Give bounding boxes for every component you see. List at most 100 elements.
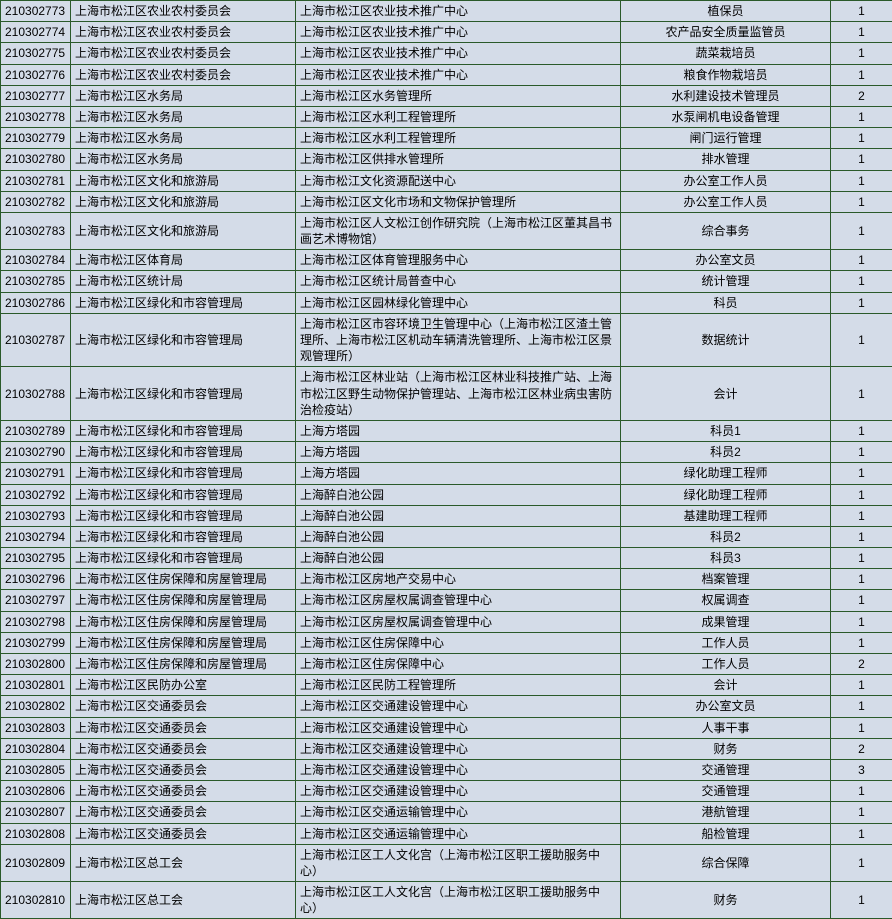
cell-id: 210302793: [1, 505, 71, 526]
cell-dept: 上海市松江区交通委员会: [71, 696, 296, 717]
cell-pos: 港航管理: [621, 802, 831, 823]
cell-dept: 上海市松江区文化和旅游局: [71, 170, 296, 191]
cell-dept: 上海市松江区交通委员会: [71, 738, 296, 759]
cell-id: 210302779: [1, 128, 71, 149]
cell-pos: 财务: [621, 738, 831, 759]
cell-dept: 上海市松江区绿化和市容管理局: [71, 526, 296, 547]
cell-org: 上海市松江区交通建设管理中心: [296, 781, 621, 802]
cell-id: 210302780: [1, 149, 71, 170]
table-row: 210302779上海市松江区水务局上海市松江区水利工程管理所闸门运行管理1: [1, 128, 892, 149]
cell-id: 210302787: [1, 313, 71, 367]
cell-pos: 综合事务: [621, 212, 831, 249]
cell-org: 上海方塔园: [296, 442, 621, 463]
cell-count: 1: [831, 292, 892, 313]
table-row: 210302796上海市松江区住房保障和房屋管理局上海市松江区房地产交易中心档案…: [1, 569, 892, 590]
cell-org: 上海市松江区交通运输管理中心: [296, 823, 621, 844]
cell-count: 1: [831, 442, 892, 463]
cell-id: 210302807: [1, 802, 71, 823]
cell-dept: 上海市松江区绿化和市容管理局: [71, 367, 296, 421]
cell-org: 上海市松江区房屋权属调查管理中心: [296, 611, 621, 632]
cell-pos: 排水管理: [621, 149, 831, 170]
table-row: 210302792上海市松江区绿化和市容管理局上海醉白池公园绿化助理工程师1: [1, 484, 892, 505]
table-row: 210302777上海市松江区水务局上海市松江区水务管理所水利建设技术管理员2: [1, 85, 892, 106]
cell-org: 上海市松江区住房保障中心: [296, 632, 621, 653]
cell-id: 210302797: [1, 590, 71, 611]
cell-dept: 上海市松江区交通委员会: [71, 781, 296, 802]
cell-org: 上海市松江区农业技术推广中心: [296, 22, 621, 43]
cell-pos: 蔬菜栽培员: [621, 43, 831, 64]
cell-dept: 上海市松江区绿化和市容管理局: [71, 313, 296, 367]
cell-pos: 交通管理: [621, 759, 831, 780]
cell-org: 上海市松江区水利工程管理所: [296, 128, 621, 149]
cell-pos: 水泵闸机电设备管理: [621, 106, 831, 127]
cell-org: 上海醉白池公园: [296, 526, 621, 547]
cell-dept: 上海市松江区体育局: [71, 250, 296, 271]
cell-pos: 船检管理: [621, 823, 831, 844]
cell-pos: 权属调查: [621, 590, 831, 611]
cell-count: 1: [831, 675, 892, 696]
cell-count: 1: [831, 191, 892, 212]
cell-id: 210302782: [1, 191, 71, 212]
cell-dept: 上海市松江区文化和旅游局: [71, 191, 296, 212]
cell-id: 210302775: [1, 43, 71, 64]
cell-count: 1: [831, 128, 892, 149]
positions-table: 210302773上海市松江区农业农村委员会上海市松江区农业技术推广中心植保员1…: [0, 0, 892, 919]
cell-dept: 上海市松江区水务局: [71, 149, 296, 170]
cell-pos: 综合保障: [621, 844, 831, 881]
cell-org: 上海市松江区统计局普查中心: [296, 271, 621, 292]
cell-id: 210302783: [1, 212, 71, 249]
cell-id: 210302791: [1, 463, 71, 484]
cell-count: 1: [831, 505, 892, 526]
cell-id: 210302794: [1, 526, 71, 547]
table-row: 210302810上海市松江区总工会上海市松江区工人文化宫（上海市松江区职工援助…: [1, 882, 892, 919]
cell-org: 上海市松江区工人文化宫（上海市松江区职工援助服务中心）: [296, 844, 621, 881]
cell-pos: 科员2: [621, 442, 831, 463]
cell-org: 上海市松江区民防工程管理所: [296, 675, 621, 696]
cell-org: 上海市松江区交通运输管理中心: [296, 802, 621, 823]
cell-org: 上海市松江区园林绿化管理中心: [296, 292, 621, 313]
cell-id: 210302776: [1, 64, 71, 85]
cell-pos: 办公室文员: [621, 696, 831, 717]
cell-org: 上海方塔园: [296, 463, 621, 484]
table-row: 210302775上海市松江区农业农村委员会上海市松江区农业技术推广中心蔬菜栽培…: [1, 43, 892, 64]
table-row: 210302788上海市松江区绿化和市容管理局上海市松江区林业站（上海市松江区林…: [1, 367, 892, 421]
cell-pos: 办公室工作人员: [621, 191, 831, 212]
table-row: 210302780上海市松江区水务局上海市松江区供排水管理所排水管理1: [1, 149, 892, 170]
cell-id: 210302804: [1, 738, 71, 759]
cell-id: 210302796: [1, 569, 71, 590]
cell-org: 上海市松江区体育管理服务中心: [296, 250, 621, 271]
cell-count: 1: [831, 696, 892, 717]
cell-dept: 上海市松江区水务局: [71, 128, 296, 149]
cell-count: 1: [831, 212, 892, 249]
cell-pos: 水利建设技术管理员: [621, 85, 831, 106]
cell-dept: 上海市松江区农业农村委员会: [71, 1, 296, 22]
cell-pos: 财务: [621, 882, 831, 919]
cell-id: 210302778: [1, 106, 71, 127]
cell-id: 210302808: [1, 823, 71, 844]
cell-count: 1: [831, 106, 892, 127]
cell-pos: 科员3: [621, 548, 831, 569]
cell-count: 1: [831, 823, 892, 844]
cell-pos: 绿化助理工程师: [621, 463, 831, 484]
cell-dept: 上海市松江区统计局: [71, 271, 296, 292]
cell-count: 1: [831, 250, 892, 271]
cell-count: 1: [831, 844, 892, 881]
cell-id: 210302810: [1, 882, 71, 919]
table-row: 210302773上海市松江区农业农村委员会上海市松江区农业技术推广中心植保员1: [1, 1, 892, 22]
cell-id: 210302806: [1, 781, 71, 802]
cell-dept: 上海市松江区绿化和市容管理局: [71, 548, 296, 569]
cell-id: 210302790: [1, 442, 71, 463]
cell-dept: 上海市松江区水务局: [71, 85, 296, 106]
cell-count: 1: [831, 632, 892, 653]
cell-org: 上海市松江文化资源配送中心: [296, 170, 621, 191]
cell-count: 1: [831, 367, 892, 421]
cell-dept: 上海市松江区民防办公室: [71, 675, 296, 696]
cell-id: 210302792: [1, 484, 71, 505]
table-row: 210302784上海市松江区体育局上海市松江区体育管理服务中心办公室文员1: [1, 250, 892, 271]
cell-pos: 会计: [621, 675, 831, 696]
table-row: 210302790上海市松江区绿化和市容管理局上海方塔园科员21: [1, 442, 892, 463]
table-row: 210302809上海市松江区总工会上海市松江区工人文化宫（上海市松江区职工援助…: [1, 844, 892, 881]
cell-count: 2: [831, 738, 892, 759]
table-row: 210302778上海市松江区水务局上海市松江区水利工程管理所水泵闸机电设备管理…: [1, 106, 892, 127]
cell-count: 2: [831, 654, 892, 675]
